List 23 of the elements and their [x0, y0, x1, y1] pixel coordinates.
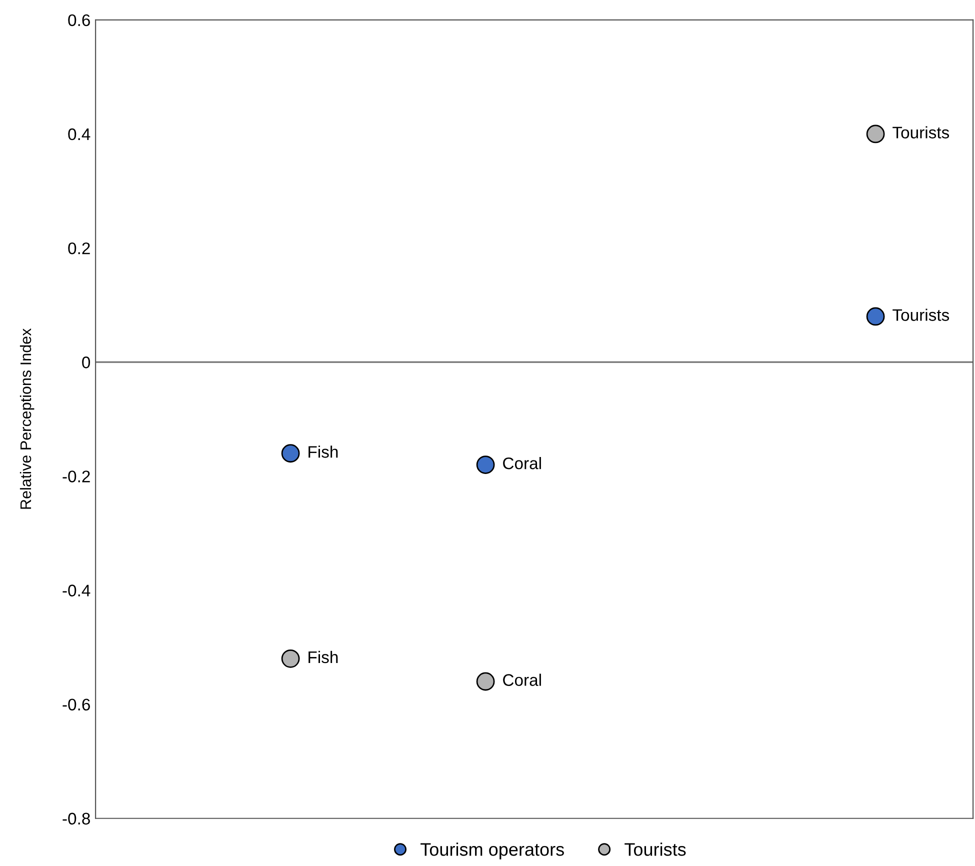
point — [866, 307, 885, 326]
y-tick-label: -0.6 — [62, 698, 90, 711]
y-tick-label: 0.6 — [68, 14, 90, 26]
y-axis-title: Relative Perceptions Index — [20, 328, 34, 509]
data-label: Coral — [503, 674, 541, 686]
y-tick-label: 0.2 — [68, 242, 90, 254]
y-tick-label: -0.4 — [62, 584, 90, 596]
legend-label: Tourists — [624, 842, 686, 856]
data-label: Tourists — [892, 126, 950, 138]
y-tick-label: 0.4 — [68, 128, 90, 140]
point — [281, 444, 300, 463]
data-label: Fish — [308, 650, 338, 664]
y-tick-label: 0 — [82, 356, 90, 368]
y-tick-label: -0.2 — [62, 470, 90, 482]
point — [281, 649, 300, 668]
point — [476, 672, 495, 691]
point — [866, 124, 885, 144]
y-tick-label: -0.8 — [62, 812, 90, 825]
data-label: Fish — [308, 446, 338, 458]
point — [476, 456, 495, 474]
data-label: Tourists — [892, 308, 950, 321]
data-label: Coral — [503, 457, 541, 470]
legend-label: Tourism operators — [420, 842, 564, 860]
